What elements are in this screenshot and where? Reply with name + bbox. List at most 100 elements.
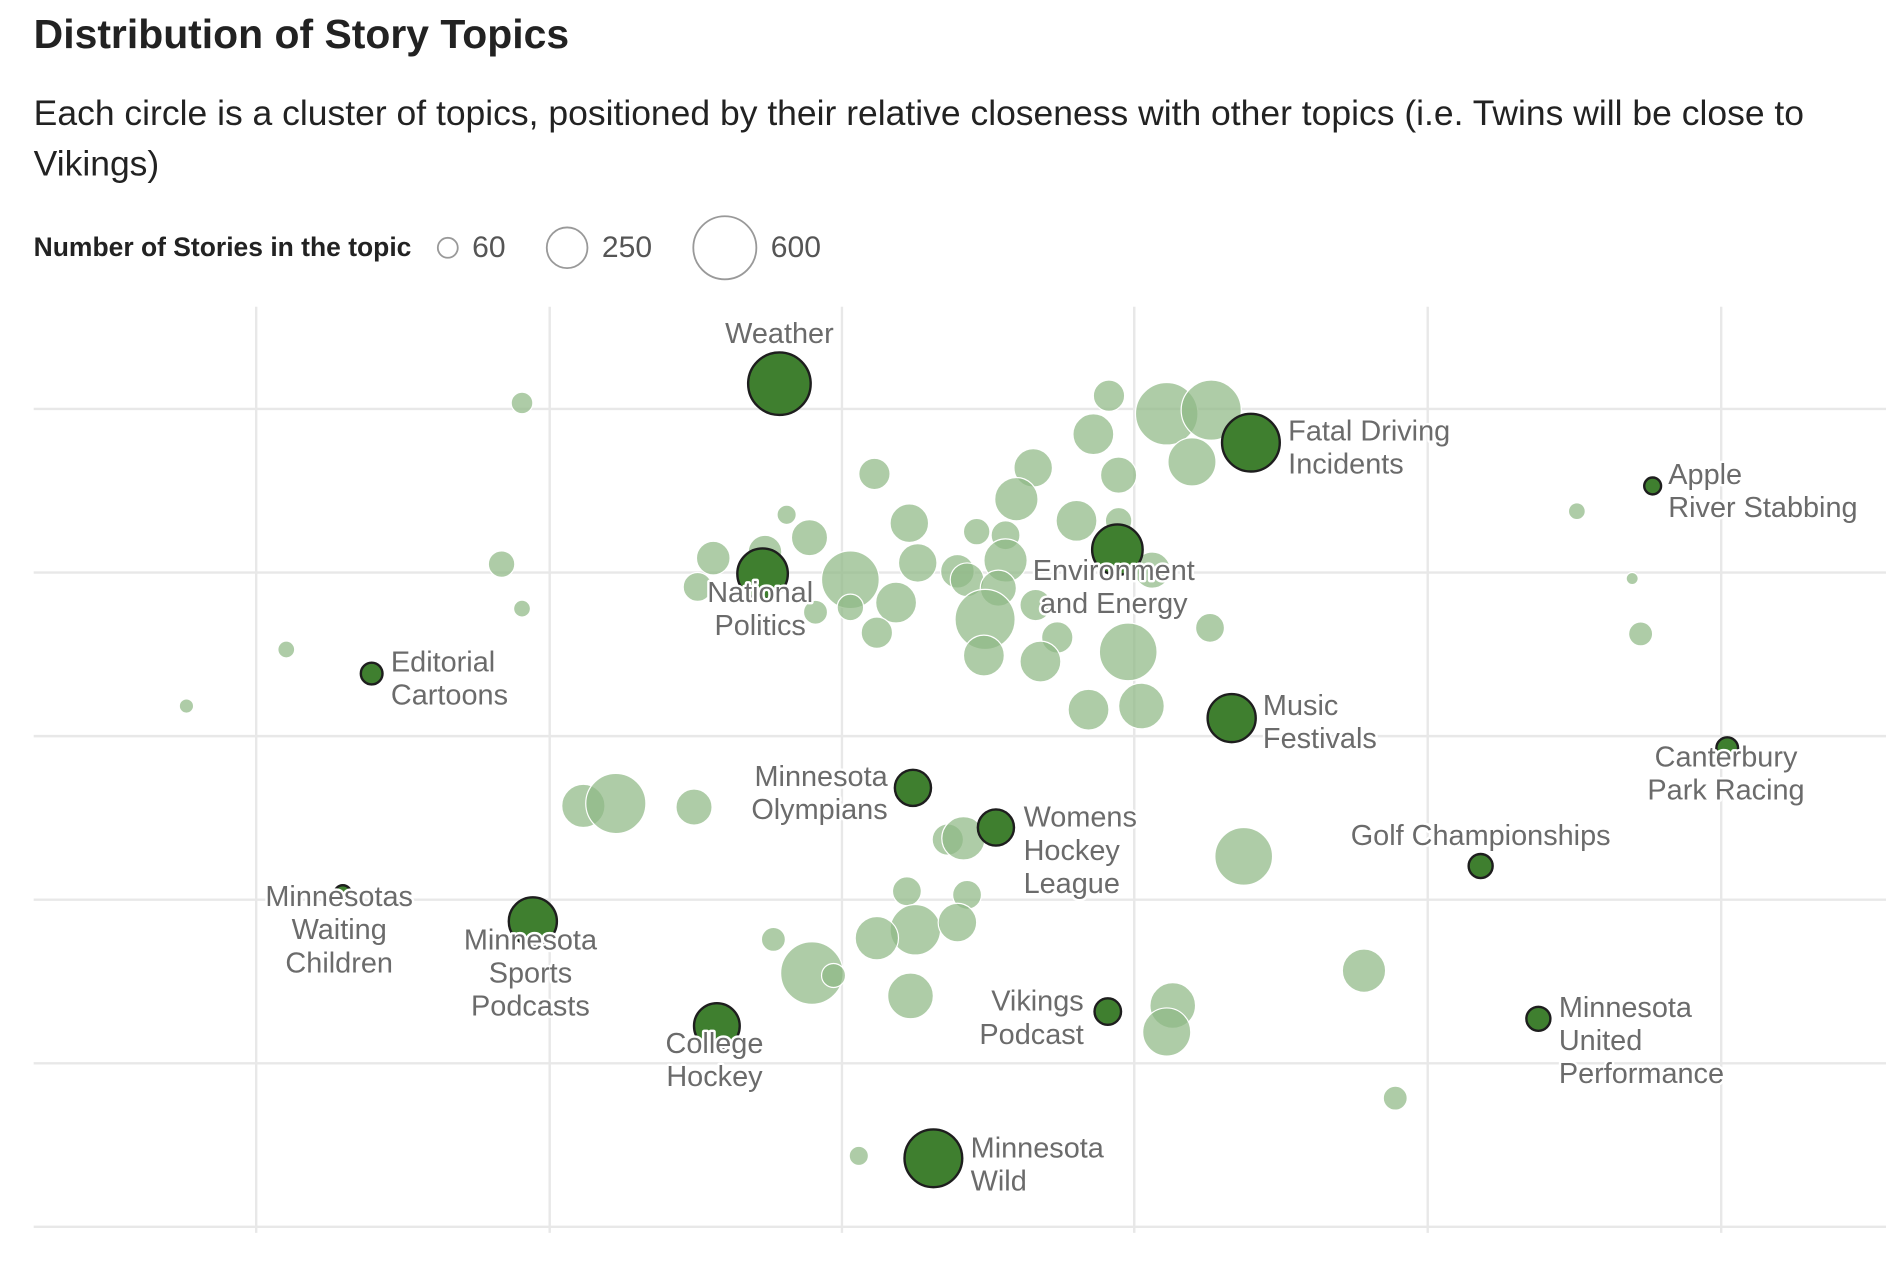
- highlighted-bubble: [736, 547, 790, 601]
- size-legend-circle: [436, 236, 459, 259]
- bubble: [1092, 379, 1126, 412]
- bubble: [836, 593, 865, 622]
- chart-title: Distribution of Story Topics: [33, 12, 570, 58]
- bubble: [1341, 948, 1387, 993]
- bubble-label: Waiting: [292, 914, 387, 946]
- bubble: [1019, 640, 1062, 683]
- bubble: [487, 550, 516, 578]
- bubble: [585, 772, 647, 835]
- bubble-label: Children: [285, 947, 392, 979]
- bubble-label: Politics: [714, 610, 805, 642]
- bubble: [962, 517, 991, 546]
- bubble: [1072, 413, 1115, 456]
- highlighted-bubble: [1715, 736, 1740, 761]
- size-legend-label: 250: [602, 231, 652, 264]
- bubble-label: Festivals: [1263, 723, 1377, 755]
- bubble-label: Fatal Driving: [1288, 416, 1450, 448]
- bubble-label: Womens: [1024, 802, 1137, 834]
- bubble-label: Minnesota: [1559, 992, 1693, 1024]
- bubble: [695, 540, 731, 576]
- bubble: [510, 391, 534, 415]
- bubble: [1142, 1007, 1192, 1057]
- bubble: [887, 972, 934, 1020]
- bubble: [875, 581, 918, 624]
- highlighted-bubble: [1220, 412, 1281, 473]
- bubble-label: River Stabbing: [1668, 492, 1857, 524]
- highlighted-bubble: [1090, 523, 1144, 577]
- bubble-label: United: [1559, 1025, 1642, 1057]
- bubble-label: Wild: [971, 1166, 1027, 1198]
- size-legend-circle: [692, 215, 758, 281]
- bubble-label: Weather: [725, 318, 834, 350]
- bubble-label: Minnesota: [755, 761, 889, 793]
- bubble: [682, 571, 713, 603]
- bubble-label: Cartoons: [391, 680, 508, 712]
- bubble: [1099, 456, 1138, 494]
- bubble-label: Incidents: [1288, 449, 1404, 481]
- bubble: [937, 902, 978, 943]
- bubble: [854, 915, 900, 961]
- bubble: [790, 518, 829, 557]
- bubble-label: Music: [1263, 690, 1338, 722]
- size-legend-label: 600: [771, 231, 821, 264]
- bubble: [858, 457, 891, 491]
- bubble-label: Sports: [489, 957, 572, 989]
- bubble-label: Hockey: [666, 1061, 763, 1093]
- bubble: [1567, 502, 1586, 521]
- bubble-label: Canterbury: [1655, 742, 1798, 774]
- bubble: [760, 926, 787, 952]
- bubble: [962, 634, 1005, 677]
- highlighted-bubble: [1643, 476, 1663, 496]
- bubble-label: Apple: [1668, 459, 1742, 491]
- bubble-label: Minnesotas: [265, 881, 413, 913]
- bubble: [178, 698, 195, 714]
- bubble: [1382, 1085, 1408, 1111]
- bubble: [512, 599, 532, 618]
- bubble-label: Hockey: [1024, 835, 1121, 867]
- highlighted-bubble: [903, 1128, 964, 1189]
- bubble-label: Olympians: [751, 794, 887, 826]
- bubble: [994, 476, 1039, 522]
- bubble: [1118, 682, 1165, 730]
- size-legend-title: Number of Stories in the topic: [34, 232, 412, 262]
- bubble: [675, 788, 713, 826]
- bubble: [1625, 571, 1639, 586]
- bubble: [1167, 437, 1217, 487]
- bubble-label: National: [707, 577, 813, 609]
- bubble: [891, 876, 922, 907]
- bubble-label: Editorial: [391, 647, 495, 679]
- highlighted-bubble: [692, 1001, 741, 1051]
- highlighted-bubble: [1525, 1005, 1552, 1032]
- bubble: [1628, 621, 1654, 647]
- bubble-label: League: [1024, 868, 1120, 900]
- bubble-label: Performance: [1559, 1058, 1724, 1090]
- bubble-label: Podcasts: [471, 991, 590, 1023]
- bubble: [860, 616, 894, 649]
- highlighted-bubble: [1206, 692, 1257, 744]
- bubble-label: College: [666, 1028, 764, 1060]
- bubble-label: Podcast: [979, 1019, 1083, 1051]
- bubble-label: and Energy: [1040, 588, 1188, 620]
- bubble: [1019, 588, 1052, 622]
- size-legend-circle: [545, 226, 589, 270]
- highlighted-bubble: [976, 808, 1016, 847]
- highlighted-bubble: [333, 884, 353, 904]
- bubble: [848, 1145, 870, 1167]
- highlighted-bubble: [746, 351, 812, 417]
- highlighted-bubble: [1467, 852, 1494, 880]
- bubble: [1055, 499, 1098, 542]
- bubble-label: Vikings: [991, 986, 1084, 1018]
- bubble: [889, 503, 930, 544]
- bubble: [889, 903, 942, 956]
- bubble: [1214, 826, 1274, 886]
- bubble: [1067, 688, 1110, 731]
- bubble-label: Golf Championships: [1351, 820, 1611, 852]
- highlighted-bubble: [1093, 997, 1123, 1027]
- bubble-label: Minnesota: [464, 924, 598, 956]
- bubble: [1133, 551, 1171, 589]
- bubble: [1180, 379, 1242, 441]
- chart-subtitle: Each circle is a cluster of topics, posi…: [33, 93, 1805, 185]
- bubble: [277, 640, 296, 659]
